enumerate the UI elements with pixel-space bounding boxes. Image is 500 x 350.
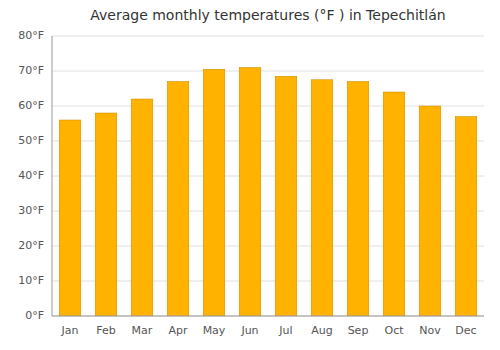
chart: 0°F 10°F 20°F 30°F 40°F 50°F 60°F 70°F 80°F Jan Fe… — [0, 0, 500, 350]
y-tick-label: 70°F — [18, 64, 44, 77]
y-axis-line — [52, 36, 53, 316]
background — [0, 0, 500, 350]
x-tick-label: May — [203, 324, 226, 337]
bar — [167, 82, 189, 317]
x-tick-label: Aug — [311, 324, 332, 337]
grid — [52, 36, 484, 316]
x-tick-label: Apr — [168, 324, 188, 337]
y-tick-label: 50°F — [18, 134, 44, 147]
bar — [419, 106, 441, 316]
x-tick-label: Jun — [240, 324, 258, 337]
x-tick-label: Jul — [278, 324, 292, 337]
bar — [239, 68, 261, 317]
bar — [59, 120, 81, 316]
bar — [203, 69, 225, 316]
y-tick-label: 10°F — [18, 274, 44, 287]
y-tick-label: 40°F — [18, 169, 44, 182]
x-tick-label: Mar — [132, 324, 153, 337]
y-tick-label: 20°F — [18, 239, 44, 252]
x-axis: Jan Feb Mar Apr May Jun Jul Aug Sep Oct Nov Dec — [52, 316, 484, 337]
chart-root: 0°F 10°F 20°F 30°F 40°F 50°F 60°F 70°F 80°F Jan Fe… — [0, 0, 500, 350]
x-tick-label: Dec — [455, 324, 476, 337]
bar — [347, 82, 369, 317]
x-tick-label: Nov — [419, 324, 441, 337]
title: Average monthly temperatures (°F ) in Te… — [90, 7, 445, 23]
y-tick-label: 80°F — [18, 29, 44, 42]
y-tick-label: 30°F — [18, 204, 44, 217]
bar — [131, 99, 153, 316]
bar — [383, 92, 405, 316]
y-tick-label: 60°F — [18, 99, 44, 112]
x-tick-label: Oct — [384, 324, 404, 337]
y-tick-label: 0°F — [25, 309, 44, 322]
x-axis-line — [52, 316, 484, 317]
x-tick-label: Sep — [348, 324, 369, 337]
grid-line — [52, 71, 484, 72]
bar — [95, 113, 117, 316]
y-axis: 0°F 10°F 20°F 30°F 40°F 50°F 60°F 70°F 80°F — [18, 29, 52, 322]
grid-line — [52, 36, 484, 37]
bar — [455, 117, 477, 317]
bars — [59, 68, 477, 317]
bar — [311, 80, 333, 316]
bar — [275, 76, 297, 316]
x-tick-label: Jan — [61, 324, 79, 337]
grid-line — [52, 316, 484, 317]
x-tick-label: Feb — [96, 324, 115, 337]
